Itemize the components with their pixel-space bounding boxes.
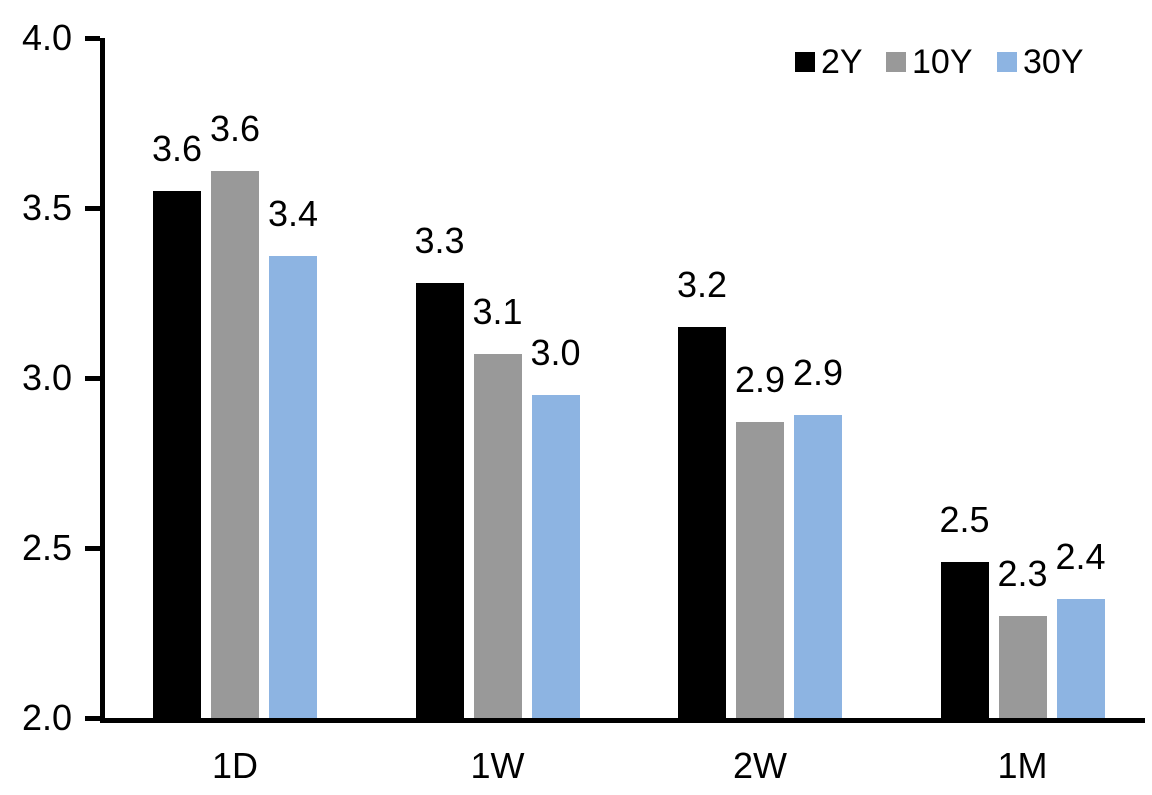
y-tick (85, 206, 100, 211)
bar-value-label: 3.6 (151, 128, 203, 169)
legend-label-10y: 10Y (912, 43, 973, 81)
bar-value-label: 3.0 (530, 332, 581, 373)
y-tick-label: 4.0 (21, 17, 72, 58)
legend-item-2y: 2Y (795, 42, 863, 82)
legend-label-2y: 2Y (821, 43, 863, 81)
bar-30y-2w (794, 415, 842, 718)
bar-2y-2w (678, 327, 726, 718)
bar-value-label: 3.2 (676, 264, 728, 305)
bar-value-label: 2.9 (734, 359, 786, 401)
bar-value-label: 2.9 (792, 352, 844, 394)
bar-30y-1d (269, 255, 317, 718)
y-axis-line (100, 38, 105, 723)
legend-item-10y: 10Y (886, 42, 973, 82)
bar-2y-1w (415, 282, 464, 718)
legend-swatch-10y (886, 52, 906, 72)
legend-swatch-2y (795, 52, 815, 72)
y-tick (85, 376, 100, 381)
x-tick-label-1w: 1W (470, 745, 525, 786)
bar-10y-2w (736, 422, 784, 718)
bar-value-label: 2.4 (1055, 536, 1106, 577)
bar-30y-1m (1056, 599, 1105, 718)
y-tick (85, 546, 100, 551)
bar-value-label: 3.6 (209, 107, 261, 149)
bar-value-label: 3.4 (267, 192, 319, 234)
bar-2y-1d (153, 191, 201, 718)
y-tick (85, 716, 100, 721)
bar-10y-1w (473, 354, 522, 718)
x-tick-label-1d: 1D (211, 745, 259, 786)
y-tick (85, 36, 100, 41)
y-tick-label: 2.5 (21, 527, 72, 568)
bar-30y-1w (531, 395, 580, 718)
bar-value-label: 3.3 (414, 219, 465, 261)
legend-item-30y: 30Y (997, 42, 1084, 82)
bar-2y-1m (940, 561, 989, 718)
bar-value-label: 3.1 (472, 291, 523, 333)
x-tick-label-2w: 2W (733, 745, 787, 786)
y-tick-label: 3.5 (21, 187, 72, 228)
bar-10y-1m (998, 616, 1047, 718)
x-tick-label-1m: 1M (997, 745, 1048, 786)
legend-label-30y: 30Y (1023, 43, 1084, 81)
legend-swatch-30y (997, 52, 1017, 72)
y-tick-label: 2.0 (21, 697, 72, 738)
bar-10y-1d (211, 170, 259, 718)
bar-value-label: 2.3 (997, 553, 1048, 594)
y-tick-label: 3.0 (21, 357, 72, 398)
x-axis-line (100, 718, 1145, 723)
bar-value-label: 2.5 (939, 498, 990, 540)
